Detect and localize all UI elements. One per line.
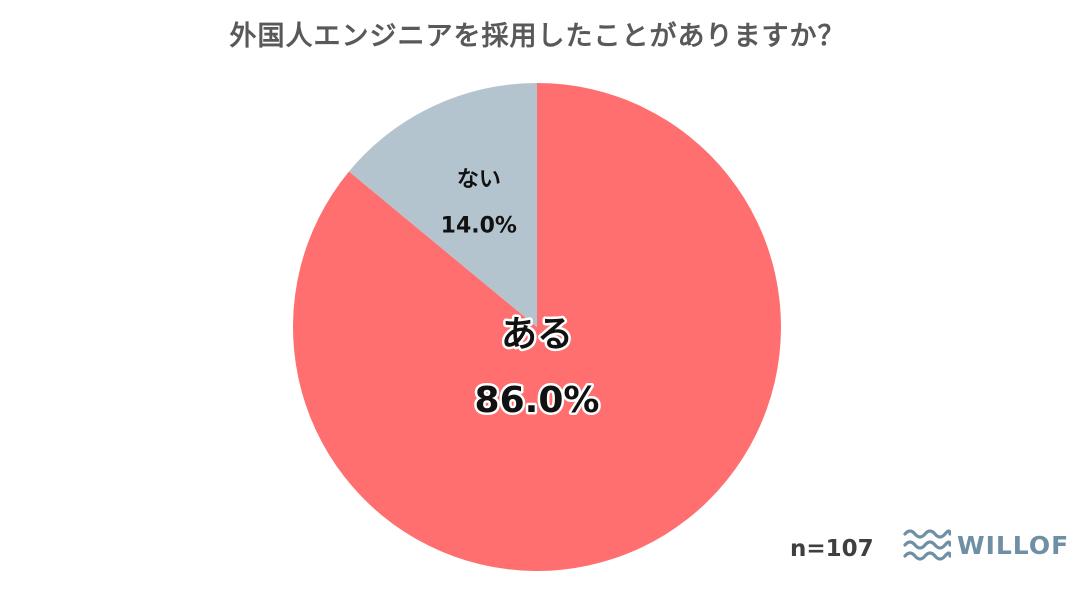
sample-size-label: n=107 [790,536,874,562]
willof-logo: WILLOF [903,526,1069,564]
slice-label-1: ない [457,167,501,192]
wave-logo-icon [903,529,951,561]
chart-title: 外国人エンジニアを採用したことがありますか？ [229,21,846,52]
logo-wordmark: WILLOF [957,530,1070,560]
slice-label-0: ある [501,314,573,355]
pie-slice-1 [348,83,537,327]
slice-value-1: 14.0% [441,213,517,238]
slice-value-0: 86.0% [475,380,600,421]
